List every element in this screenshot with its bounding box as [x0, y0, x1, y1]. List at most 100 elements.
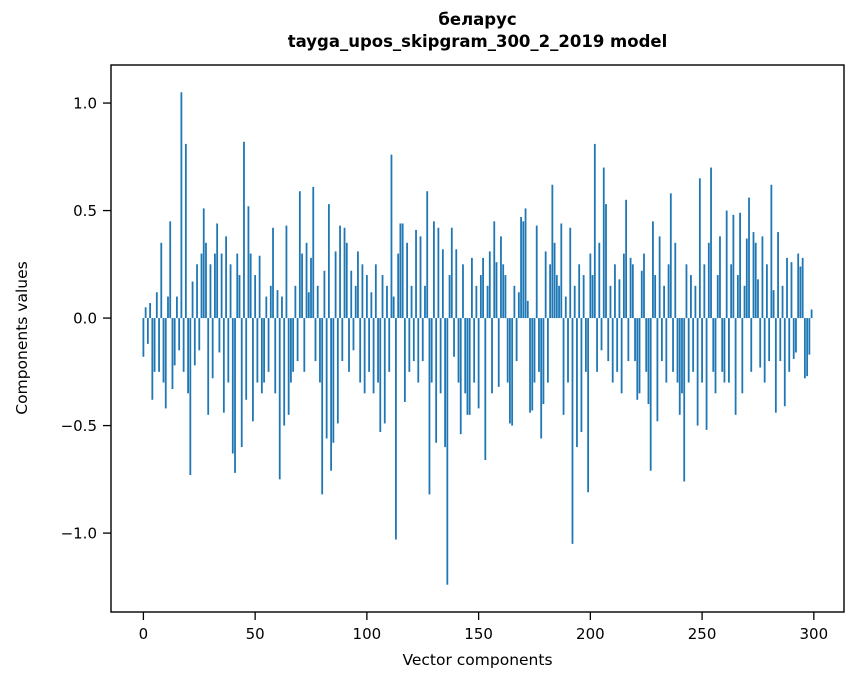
bar: [607, 318, 610, 362]
bar: [424, 285, 426, 319]
bar: [301, 253, 303, 319]
bar: [611, 318, 614, 383]
bar: [520, 217, 522, 319]
bar: [209, 264, 212, 319]
bar: [768, 318, 771, 362]
bar: [370, 292, 373, 319]
bar: [191, 281, 194, 319]
bar: [609, 285, 612, 319]
bar: [795, 318, 797, 353]
bar: [153, 318, 156, 372]
y-tick-label: −1.0: [61, 525, 97, 543]
bar: [625, 199, 628, 319]
x-tick-label: 0: [139, 625, 149, 643]
bar: [692, 318, 695, 372]
bar: [274, 318, 277, 394]
x-tick-label: 50: [246, 625, 265, 643]
bar: [352, 318, 355, 351]
bar: [383, 318, 386, 424]
bar: [589, 253, 592, 319]
bar: [576, 318, 578, 448]
bar: [444, 318, 446, 448]
bar: [455, 249, 458, 319]
bar: [676, 318, 679, 383]
bar: [584, 318, 587, 372]
bar: [555, 275, 558, 319]
bar: [450, 227, 453, 319]
bar: [314, 318, 317, 362]
bar: [372, 318, 375, 394]
bar: [155, 292, 158, 319]
bar: [146, 318, 149, 344]
bar: [386, 285, 388, 319]
bar: [544, 251, 547, 319]
bar: [714, 318, 717, 394]
bar: [591, 275, 594, 319]
bar: [176, 296, 178, 319]
bar: [517, 292, 520, 319]
bar: [341, 318, 344, 362]
bar: [736, 275, 739, 319]
bar: [290, 318, 292, 383]
bar: [189, 318, 192, 476]
bar: [238, 275, 241, 319]
bar: [486, 285, 489, 319]
bar: [524, 208, 527, 319]
bar: [459, 318, 462, 435]
bar: [479, 275, 482, 319]
bar: [725, 210, 728, 319]
bar: [685, 264, 688, 319]
bar: [265, 296, 268, 319]
bar: [430, 318, 433, 383]
bar: [200, 253, 203, 319]
bar: [654, 275, 657, 319]
bar: [258, 255, 261, 319]
bar: [231, 318, 234, 454]
bar: [683, 318, 686, 482]
bar: [417, 318, 420, 383]
bar: [263, 318, 265, 383]
bar: [600, 318, 603, 351]
bar: [629, 257, 632, 319]
bar: [614, 264, 616, 319]
bar: [234, 318, 236, 473]
y-tick-label: 0.5: [73, 202, 97, 220]
bar: [167, 296, 169, 319]
bar: [214, 253, 216, 319]
bar: [763, 318, 766, 383]
bar: [330, 318, 333, 471]
bar: [511, 318, 514, 426]
bar: [564, 296, 567, 319]
bar: [502, 264, 505, 319]
bar: [553, 242, 556, 319]
bar: [645, 318, 648, 372]
bar: [428, 318, 431, 495]
bar: [549, 264, 552, 319]
bar: [716, 275, 719, 319]
bar: [193, 318, 196, 366]
bar: [357, 251, 359, 319]
bar: [403, 318, 406, 402]
bar: [761, 236, 764, 319]
bar: [365, 275, 368, 319]
bar: [587, 318, 590, 493]
bar: [788, 318, 791, 372]
bar: [770, 184, 773, 319]
bar: [582, 275, 585, 319]
bar: [674, 242, 677, 319]
bar: [616, 318, 619, 372]
bar: [739, 212, 741, 319]
bar: [151, 318, 154, 400]
bar: [754, 242, 757, 319]
bar: [551, 184, 554, 319]
bar: [334, 251, 337, 319]
bar: [665, 318, 668, 383]
bar: [325, 318, 328, 439]
bar: [504, 275, 507, 319]
bar: [506, 318, 509, 383]
bar: [531, 318, 534, 411]
bar: [267, 318, 270, 372]
bar: [777, 232, 779, 319]
bar: [287, 318, 290, 415]
bar: [783, 318, 786, 407]
